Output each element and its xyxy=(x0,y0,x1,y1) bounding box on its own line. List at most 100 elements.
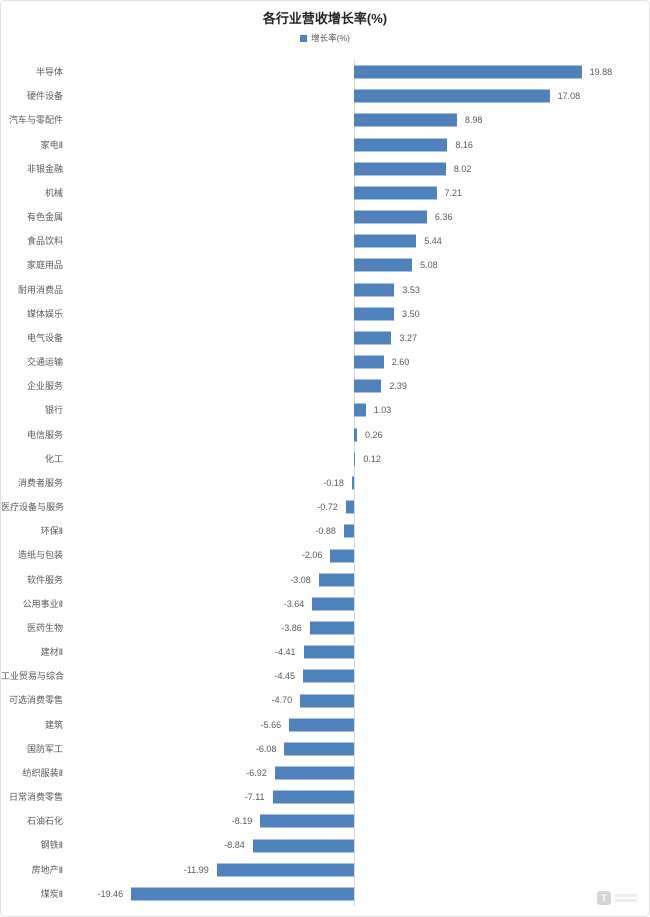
category-label: 有色金属 xyxy=(26,212,63,223)
value-label: 0.26 xyxy=(364,429,383,440)
watermark: T xyxy=(597,891,637,905)
zero-axis-line xyxy=(354,60,355,906)
data-bar xyxy=(274,766,354,780)
value-label: 5.44 xyxy=(424,236,442,247)
bar-row: 工业贸易与综合 -4.45 xyxy=(1,664,649,688)
data-bar xyxy=(354,89,550,103)
value-label: 8.02 xyxy=(453,163,472,174)
category-label: 食品饮料 xyxy=(26,236,63,247)
legend-series-label: 增长率(%) xyxy=(311,33,350,43)
value-label: -0.18 xyxy=(323,477,344,488)
category-label: 银行 xyxy=(44,405,63,416)
category-label: 半导体 xyxy=(35,67,63,77)
bar-row: 医药生物 -3.86 xyxy=(1,616,649,640)
data-bar xyxy=(354,355,384,369)
data-bar xyxy=(354,403,366,417)
bar-row: 建筑 -5.66 xyxy=(1,713,649,737)
category-label: 电气设备 xyxy=(26,332,63,343)
bar-row: 企业服务 2.39 xyxy=(1,374,649,398)
bar-row: 硬件设备 17.08 xyxy=(1,84,649,108)
value-label: 1.03 xyxy=(373,405,392,416)
bar-row: 日常消费零售 -7.11 xyxy=(1,785,649,809)
data-bar xyxy=(284,742,354,756)
value-label: 3.53 xyxy=(402,284,420,295)
value-label: -6.08 xyxy=(255,743,277,754)
data-bar xyxy=(312,597,354,611)
category-label: 企业服务 xyxy=(26,381,63,392)
category-label: 家电Ⅱ xyxy=(40,139,63,150)
plot-area: 半导体 19.88 硬件设备 17.08 汽车与零配件 8.98 家电Ⅱ 8.16 非银金融 8.… xyxy=(1,60,649,906)
category-label: 纺织服装Ⅱ xyxy=(22,767,63,778)
value-label: -3.08 xyxy=(290,574,311,585)
bar-row: 家电Ⅱ 8.16 xyxy=(1,133,649,157)
value-label: -4.70 xyxy=(271,695,293,706)
category-label: 日常消费零售 xyxy=(8,792,63,803)
category-label: 消费者服务 xyxy=(17,477,63,488)
data-bar xyxy=(260,814,354,828)
bar-row: 机械 7.21 xyxy=(1,181,649,205)
data-bar xyxy=(252,839,354,853)
value-label: -11.99 xyxy=(183,864,209,875)
bar-row: 石油石化 -8.19 xyxy=(1,809,649,833)
data-bar xyxy=(272,790,354,804)
data-bar xyxy=(354,210,427,224)
data-bar xyxy=(354,113,457,127)
value-label: -3.64 xyxy=(283,598,305,609)
legend-swatch-icon xyxy=(300,34,308,42)
value-label: 2.60 xyxy=(391,357,410,368)
bar-row: 半导体 19.88 xyxy=(1,60,649,84)
bar-row: 国防军工 -6.08 xyxy=(1,737,649,761)
data-bar xyxy=(354,283,395,297)
value-label: -4.45 xyxy=(274,671,296,682)
value-label: 5.08 xyxy=(420,260,438,271)
data-bar xyxy=(354,234,417,248)
data-bar xyxy=(354,186,437,200)
data-bar xyxy=(354,331,392,345)
value-label: -19.46 xyxy=(97,888,124,899)
category-label: 软件服务 xyxy=(26,574,63,585)
category-label: 医疗设备与服务 xyxy=(1,502,65,513)
bar-row: 煤炭Ⅱ -19.46 xyxy=(1,882,649,906)
category-label: 家庭用品 xyxy=(26,260,63,271)
bar-row: 公用事业Ⅱ -3.64 xyxy=(1,592,649,616)
data-bar xyxy=(354,65,582,79)
data-bar xyxy=(354,428,357,442)
category-label: 煤炭Ⅱ xyxy=(40,888,63,899)
bar-row: 汽车与零配件 8.98 xyxy=(1,108,649,132)
data-bar xyxy=(354,379,382,393)
data-bar xyxy=(300,694,354,708)
category-label: 非银金融 xyxy=(26,163,63,174)
value-label: 8.16 xyxy=(455,139,473,150)
category-label: 公用事业Ⅱ xyxy=(22,598,63,609)
bar-row: 化工 0.12 xyxy=(1,447,649,471)
value-label: -8.19 xyxy=(231,816,253,827)
category-label: 电信服务 xyxy=(26,429,63,440)
bar-row: 可选消费零售 -4.70 xyxy=(1,688,649,712)
category-label: 医药生物 xyxy=(26,622,63,633)
value-label: 3.50 xyxy=(402,308,420,319)
data-bar xyxy=(318,573,354,587)
data-bar xyxy=(354,307,395,321)
watermark-logo-icon: T xyxy=(597,891,611,905)
category-label: 交通运输 xyxy=(26,357,63,368)
bar-row: 消费者服务 -0.18 xyxy=(1,471,649,495)
value-label: 7.21 xyxy=(444,187,463,198)
category-label: 国防军工 xyxy=(26,743,63,754)
category-label: 媒体娱乐 xyxy=(26,308,63,319)
category-label: 汽车与零配件 xyxy=(8,115,63,126)
value-label: -8.84 xyxy=(224,840,245,851)
bar-row: 纺织服装Ⅱ -6.92 xyxy=(1,761,649,785)
data-bar xyxy=(309,621,354,635)
value-label: 8.98 xyxy=(464,115,483,126)
category-label: 建筑 xyxy=(44,719,63,730)
category-label: 耐用消费品 xyxy=(17,284,63,295)
bar-row: 电信服务 0.26 xyxy=(1,423,649,447)
data-bar xyxy=(354,452,356,466)
bar-row: 医疗设备与服务 -0.72 xyxy=(1,495,649,519)
category-label: 环保Ⅱ xyxy=(40,526,63,537)
category-label: 工业贸易与综合 xyxy=(1,671,65,682)
bar-row: 媒体娱乐 3.50 xyxy=(1,302,649,326)
value-label: 3.27 xyxy=(399,332,417,343)
value-label: -7.11 xyxy=(244,792,265,803)
